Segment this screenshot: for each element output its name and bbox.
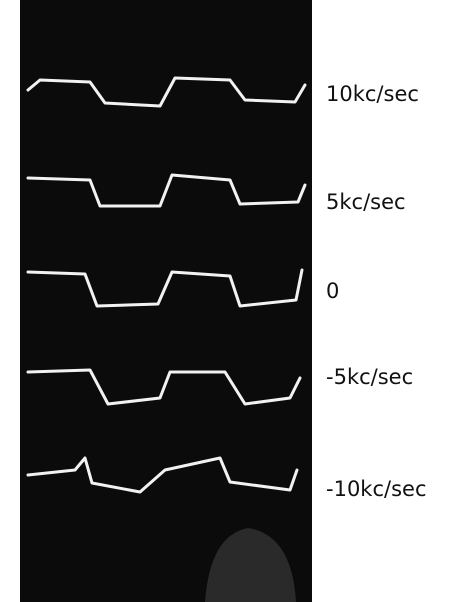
screen (20, 0, 312, 602)
trace-label: 5kc/sec (326, 190, 406, 214)
trace-label: -10kc/sec (326, 477, 427, 501)
trace-label: 10kc/sec (326, 82, 419, 106)
oscilloscope-figure: 10kc/sec 5kc/sec 0 -5kc/sec -10kc/sec (0, 0, 471, 602)
trace-label: 0 (326, 279, 339, 303)
trace-label: -5kc/sec (326, 365, 413, 389)
